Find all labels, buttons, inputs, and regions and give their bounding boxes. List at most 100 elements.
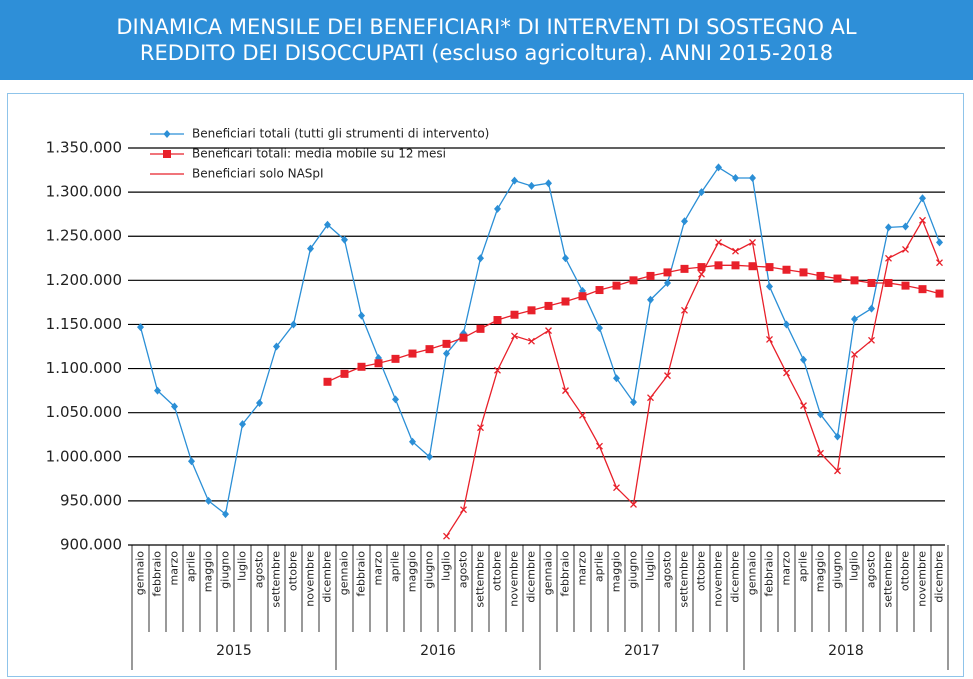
title-line: DINAMICA MENSILE DEI BENEFICIARI* DI INT… bbox=[116, 15, 857, 39]
point bbox=[935, 289, 944, 298]
point bbox=[137, 323, 144, 332]
point bbox=[646, 271, 655, 280]
point bbox=[919, 194, 926, 203]
point bbox=[324, 220, 331, 229]
point bbox=[425, 345, 434, 354]
y-tick-label: 950.000 bbox=[60, 491, 122, 509]
point bbox=[681, 306, 688, 314]
x-tick-label: aprile bbox=[389, 551, 402, 582]
point bbox=[596, 442, 603, 450]
point bbox=[163, 150, 171, 158]
point bbox=[443, 532, 450, 540]
legend-label: Beneficiari totali (tutti gli strumenti … bbox=[192, 127, 489, 141]
x-tick-label: giugno bbox=[627, 551, 640, 589]
point bbox=[799, 268, 808, 277]
point bbox=[493, 316, 502, 325]
point bbox=[612, 281, 621, 290]
point bbox=[494, 366, 501, 374]
point bbox=[205, 496, 212, 505]
point bbox=[902, 245, 909, 253]
y-tick-label: 1.300.000 bbox=[46, 183, 122, 201]
point bbox=[511, 176, 518, 185]
point bbox=[714, 261, 723, 270]
x-tick-label: settembre bbox=[270, 551, 283, 608]
point bbox=[715, 163, 722, 172]
point bbox=[834, 432, 841, 441]
y-tick-label: 1.000.000 bbox=[46, 447, 122, 465]
point bbox=[647, 295, 654, 304]
point bbox=[680, 264, 689, 273]
point bbox=[596, 323, 603, 332]
point bbox=[663, 268, 672, 277]
point bbox=[442, 339, 451, 348]
point bbox=[595, 286, 604, 295]
point bbox=[477, 424, 484, 432]
point bbox=[426, 452, 433, 461]
point bbox=[664, 278, 671, 287]
point bbox=[936, 259, 943, 267]
point bbox=[885, 223, 892, 232]
legend-label: Beneficari totali: media mobile su 12 me… bbox=[192, 147, 446, 161]
point bbox=[664, 372, 671, 380]
point bbox=[171, 402, 178, 411]
point bbox=[408, 349, 417, 358]
y-tick-label: 1.250.000 bbox=[46, 227, 122, 245]
point bbox=[884, 278, 893, 287]
point bbox=[154, 386, 161, 395]
point bbox=[851, 350, 858, 358]
point bbox=[222, 510, 229, 519]
point bbox=[307, 244, 314, 253]
point bbox=[528, 181, 535, 190]
point bbox=[494, 204, 501, 213]
point bbox=[919, 216, 926, 224]
point bbox=[766, 282, 773, 291]
x-tick-label: ottobre bbox=[491, 551, 504, 591]
x-tick-label: marzo bbox=[780, 551, 793, 586]
point bbox=[850, 276, 859, 285]
point bbox=[459, 333, 468, 342]
point bbox=[613, 484, 620, 492]
point bbox=[273, 342, 280, 351]
point bbox=[511, 332, 518, 340]
year-label: 2017 bbox=[624, 643, 660, 659]
x-tick-label: marzo bbox=[168, 551, 181, 586]
x-tick-label: novembre bbox=[508, 551, 521, 607]
x-tick-label: aprile bbox=[593, 551, 606, 582]
x-tick-label: aprile bbox=[185, 551, 198, 582]
x-tick-label: settembre bbox=[678, 551, 691, 608]
point bbox=[749, 238, 756, 246]
x-tick-label: febbraio bbox=[355, 551, 368, 597]
series-line bbox=[139, 166, 941, 516]
point bbox=[885, 254, 892, 262]
point bbox=[783, 320, 790, 329]
point bbox=[936, 238, 943, 247]
x-tick-label: settembre bbox=[882, 551, 895, 608]
point bbox=[732, 247, 739, 255]
point bbox=[800, 402, 807, 410]
point bbox=[647, 394, 654, 402]
year-label: 2016 bbox=[420, 643, 456, 659]
point bbox=[816, 271, 825, 280]
point bbox=[834, 467, 841, 475]
y-tick-label: 1.100.000 bbox=[46, 359, 122, 377]
point bbox=[340, 369, 349, 378]
point bbox=[323, 377, 332, 386]
point bbox=[629, 276, 638, 285]
point bbox=[783, 369, 790, 377]
point bbox=[239, 420, 246, 429]
point bbox=[443, 349, 450, 358]
point bbox=[562, 254, 569, 263]
point bbox=[528, 337, 535, 345]
point bbox=[749, 173, 756, 182]
x-tick-label: giugno bbox=[831, 551, 844, 589]
point bbox=[681, 217, 688, 226]
point bbox=[918, 285, 927, 294]
x-tick-label: maggio bbox=[610, 551, 623, 592]
x-tick-label: maggio bbox=[406, 551, 419, 592]
y-tick-label: 1.150.000 bbox=[46, 315, 122, 333]
title-line: REDDITO DEI DISOCCUPATI (escluso agricol… bbox=[139, 41, 834, 65]
point bbox=[409, 437, 416, 446]
x-tick-label: luglio bbox=[236, 551, 249, 581]
x-tick-label: agosto bbox=[253, 551, 266, 588]
x-tick-label: gennaio bbox=[338, 551, 351, 595]
